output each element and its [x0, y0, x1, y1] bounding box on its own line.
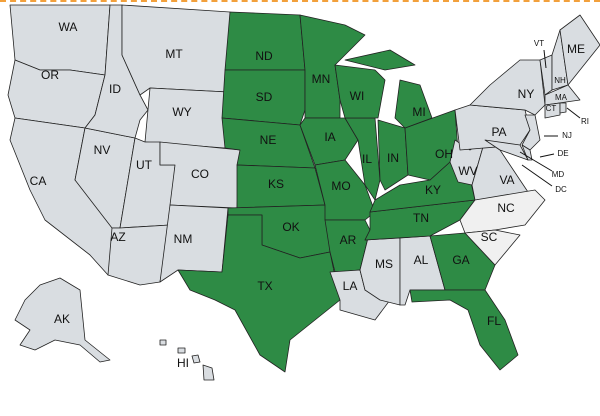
state-label: WY [172, 105, 191, 119]
state-label: KS [268, 177, 284, 191]
state-shape[interactable] [377, 119, 409, 191]
state-label: GA [452, 253, 469, 267]
state-ga[interactable] [429, 232, 496, 291]
state-label: MT [165, 47, 183, 61]
leader-line [566, 107, 581, 119]
state-shape[interactable] [559, 14, 600, 86]
state-ri[interactable] [559, 102, 567, 114]
state-shape[interactable] [459, 189, 546, 234]
state-label: IA [324, 130, 335, 144]
state-shape[interactable] [159, 339, 167, 346]
state-shape[interactable] [394, 79, 433, 129]
state-label: AR [340, 233, 357, 247]
state-mi[interactable] [344, 49, 433, 129]
state-ak[interactable] [14, 277, 111, 363]
leader-line [519, 151, 553, 172]
state-label: NY [518, 87, 535, 101]
state-wi[interactable] [334, 64, 386, 119]
state-label: MA [555, 93, 568, 102]
state-ny[interactable] [469, 59, 546, 116]
state-nc[interactable] [459, 189, 546, 234]
state-shape[interactable] [344, 49, 416, 71]
state-label: OH [435, 147, 453, 161]
state-label: KY [425, 183, 441, 197]
state-label: NH [554, 76, 566, 85]
state-ma[interactable] [544, 84, 581, 106]
state-label: WV [458, 164, 477, 178]
state-label: CA [30, 174, 47, 188]
state-ct[interactable] [544, 102, 561, 119]
leader-line [543, 49, 547, 69]
state-me[interactable] [559, 14, 600, 86]
state-label: IN [387, 151, 399, 165]
state-label: HI [177, 356, 189, 370]
state-label: AK [54, 312, 70, 326]
leader-line [521, 164, 553, 187]
state-shape[interactable] [221, 69, 306, 126]
state-label: AZ [110, 230, 125, 244]
state-label: SC [481, 230, 498, 244]
state-label: CO [191, 167, 209, 181]
state-label: NV [94, 143, 111, 157]
state-label: RI [581, 117, 589, 126]
state-label: MS [375, 257, 393, 271]
state-label: TX [257, 279, 272, 293]
state-label: MN [312, 72, 331, 86]
state-shape[interactable] [469, 59, 546, 116]
state-shape[interactable] [429, 232, 496, 291]
state-shape[interactable] [409, 289, 519, 371]
state-label: MI [412, 105, 425, 119]
dashed-border [0, 0, 600, 2]
state-shape[interactable] [334, 64, 386, 119]
state-shape[interactable] [544, 84, 581, 106]
state-sc[interactable] [464, 229, 521, 266]
state-label: ND [255, 49, 273, 63]
state-shape[interactable] [464, 229, 521, 266]
state-label: DC [555, 185, 567, 194]
state-label: IL [362, 152, 372, 166]
state-label: ID [109, 82, 121, 96]
state-shape[interactable] [544, 102, 561, 119]
state-label: ME [567, 42, 585, 56]
state-hi[interactable] [159, 339, 215, 381]
state-label: CT [546, 104, 557, 113]
state-label: MO [331, 179, 350, 193]
state-label: MD [552, 170, 565, 179]
state-shape[interactable] [191, 354, 201, 364]
state-label: OK [282, 220, 299, 234]
state-label: SD [256, 90, 273, 104]
state-sd[interactable] [221, 69, 306, 126]
state-tx[interactable] [177, 214, 341, 373]
state-label: VT [534, 39, 544, 48]
state-shape[interactable] [177, 347, 186, 354]
state-shape[interactable] [559, 102, 567, 114]
state-label: PA [491, 125, 506, 139]
state-label: DE [557, 149, 568, 158]
state-shape[interactable] [202, 364, 215, 381]
leader-line [539, 153, 555, 158]
state-label: NJ [562, 131, 572, 140]
state-label: WI [350, 89, 365, 103]
state-shape[interactable] [177, 214, 341, 373]
state-shape[interactable] [14, 277, 111, 363]
state-label: FL [487, 314, 501, 328]
state-label: NE [260, 133, 277, 147]
state-label: NC [497, 201, 515, 215]
state-label: AL [414, 253, 429, 267]
state-label: VA [499, 173, 514, 187]
state-label: UT [136, 158, 153, 172]
state-label: TN [413, 211, 429, 225]
state-label: OR [41, 68, 59, 82]
state-label: NM [174, 232, 193, 246]
state-in[interactable] [377, 119, 409, 191]
state-label: WA [59, 20, 78, 34]
state-label: LA [343, 279, 358, 293]
state-fl[interactable] [409, 289, 519, 371]
